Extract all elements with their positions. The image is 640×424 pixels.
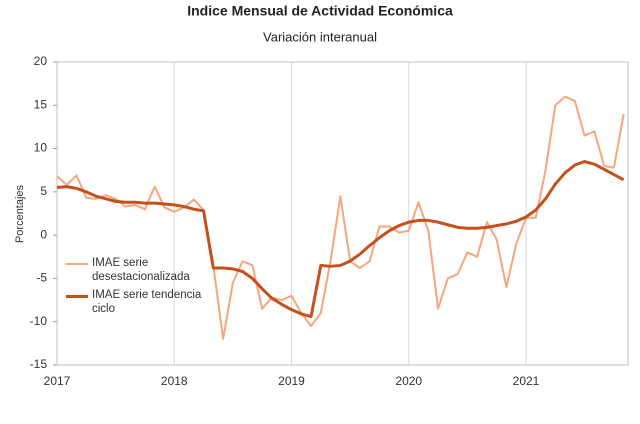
x-tick-label: 2020 <box>395 374 422 388</box>
chart-subtitle: Variación interanual <box>263 29 377 44</box>
x-tick-label: 2019 <box>278 374 305 388</box>
x-tick-label: 2018 <box>161 374 188 388</box>
legend-swatch <box>66 263 88 265</box>
legend-swatch <box>66 295 88 298</box>
y-tick-label: 0 <box>40 227 47 241</box>
x-tick-label: 2017 <box>44 374 71 388</box>
y-tick-label: 15 <box>34 97 48 111</box>
y-tick-label: 10 <box>34 141 48 155</box>
y-tick-label: -10 <box>30 314 48 328</box>
y-axis-label: Porcentajes <box>14 184 26 243</box>
y-tick-label: -15 <box>30 357 48 371</box>
chart-title: Indice Mensual de Actividad Económica <box>187 3 453 19</box>
series-line <box>56 95 625 341</box>
legend-item: IMAE serie desestacionalizada <box>66 256 222 284</box>
y-tick-label: 20 <box>34 54 48 68</box>
legend-label: IMAE serie desestacionalizada <box>92 257 190 283</box>
plot-frame <box>56 61 629 366</box>
legend: IMAE serie desestacionalizada IMAE serie … <box>66 256 222 320</box>
y-tick-label: 5 <box>40 184 47 198</box>
series-line <box>56 160 625 319</box>
x-tick-label: 2021 <box>513 374 540 388</box>
y-tick-label: -5 <box>36 271 47 285</box>
legend-item: IMAE serie tendencia ciclo <box>66 288 222 316</box>
legend-label: IMAE serie tendencia ciclo <box>92 289 202 315</box>
